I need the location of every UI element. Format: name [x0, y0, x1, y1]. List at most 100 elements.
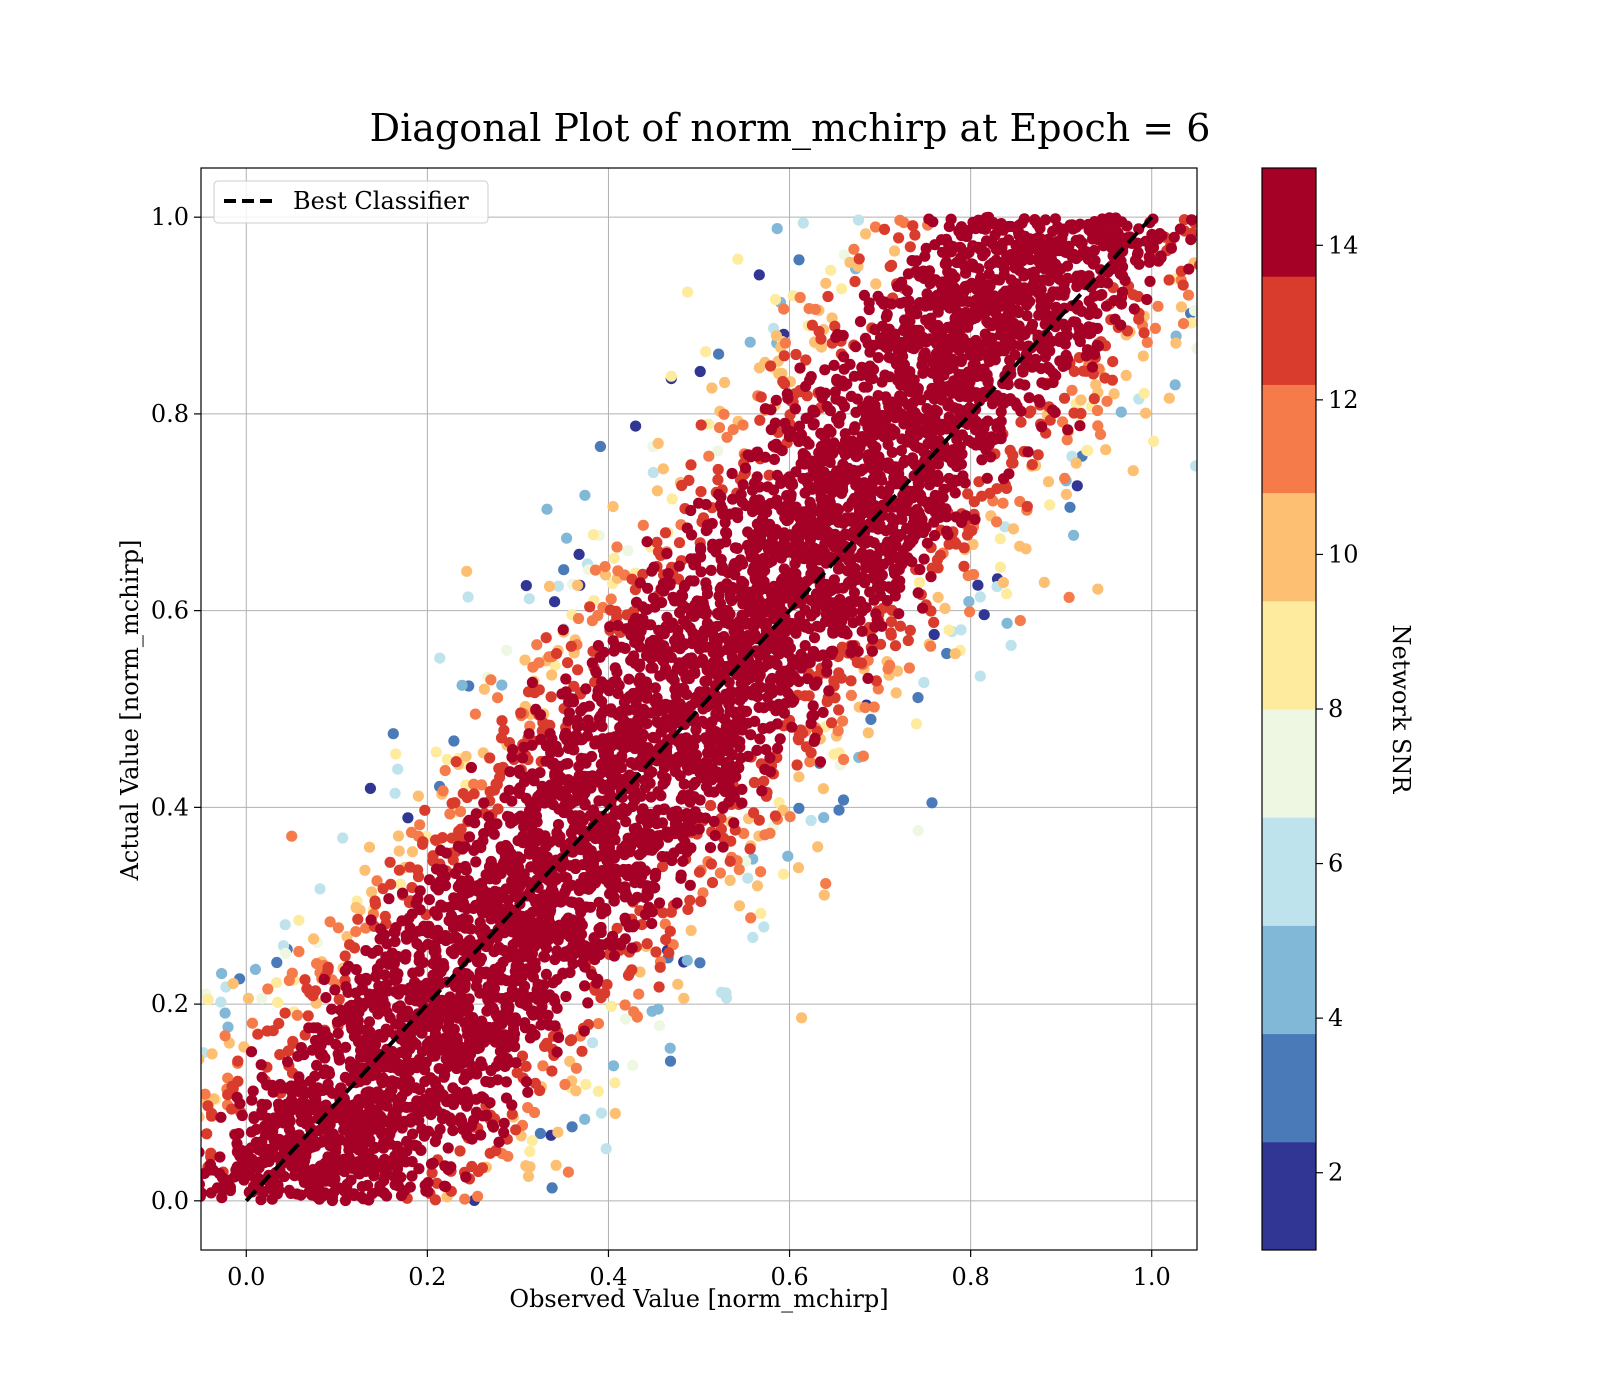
scatter-point — [242, 992, 254, 1005]
scatter-point — [724, 874, 736, 887]
scatter-point — [529, 1077, 542, 1089]
scatter-point — [392, 830, 405, 842]
scatter-point — [651, 485, 664, 497]
scatter-point — [755, 866, 767, 878]
scatter-point — [604, 621, 616, 633]
scatter-point — [562, 657, 574, 669]
scatter-point — [540, 632, 552, 644]
scatter-point — [627, 1059, 639, 1071]
scatter-point — [592, 1085, 604, 1097]
scatter-point — [666, 493, 678, 505]
scatter-point — [262, 983, 274, 995]
scatter-point — [921, 537, 934, 549]
scatter-point — [527, 661, 539, 673]
scatter-point — [660, 934, 672, 946]
scatter-point — [173, 1122, 184, 1133]
scatter-point — [140, 1138, 151, 1149]
scatter-point — [978, 609, 990, 621]
scatter-point — [174, 1130, 185, 1141]
scatter-point — [440, 847, 452, 859]
scatter-point — [686, 529, 698, 541]
scatter-point — [745, 912, 757, 924]
scatter-point — [974, 670, 986, 682]
scatter-point — [406, 846, 419, 858]
scatter-point — [902, 634, 914, 647]
scatter-point — [558, 564, 570, 576]
scatter-point — [1188, 304, 1197, 317]
scatter-point — [713, 422, 726, 434]
scatter-point — [765, 423, 777, 436]
scatter-point — [997, 497, 1009, 509]
scatter-point — [393, 864, 405, 876]
scatter-point — [712, 463, 724, 476]
scatter-point — [997, 576, 1010, 589]
scatter-point — [619, 999, 631, 1011]
scatter-point — [1054, 355, 1066, 367]
scatter-point — [800, 380, 812, 392]
scatter-point — [1141, 293, 1153, 306]
scatter-point — [360, 945, 372, 957]
scatter-point — [303, 1022, 315, 1034]
scatter-point — [763, 469, 775, 481]
scatter-point — [786, 721, 798, 733]
scatter-point — [320, 992, 332, 1004]
scatter-point — [737, 419, 749, 431]
scatter-point — [968, 496, 980, 508]
scatter-point — [549, 660, 561, 672]
scatter-point — [333, 1054, 346, 1066]
scatter-point — [995, 406, 1007, 418]
scatter-point — [917, 265, 930, 277]
scatter-point — [684, 879, 696, 891]
scatter-point — [1127, 465, 1139, 477]
scatter-point — [139, 1180, 150, 1191]
scatter-point — [728, 817, 740, 829]
scatter-point — [941, 647, 953, 660]
scatter-point — [580, 1078, 592, 1091]
scatter-point — [543, 580, 556, 593]
scatter-point — [800, 741, 813, 753]
scatter-point — [803, 303, 815, 315]
scatter-point — [459, 1193, 471, 1205]
scatter-point — [323, 1068, 336, 1080]
scatter-point — [926, 797, 938, 809]
scatter-point — [1058, 289, 1070, 301]
scatter-point — [964, 606, 976, 618]
scatter-point — [1050, 370, 1062, 382]
scatter-point — [367, 1154, 379, 1166]
scatter-point — [226, 1103, 238, 1115]
scatter-point — [572, 579, 584, 591]
scatter-point — [386, 1083, 398, 1095]
scatter-point — [793, 254, 805, 266]
scatter-point — [700, 346, 712, 358]
scatter-point — [587, 1037, 599, 1049]
scatter-point — [759, 829, 771, 841]
scatter-point — [943, 624, 955, 636]
scatter-point — [439, 764, 451, 777]
scatter-point — [229, 1129, 241, 1141]
scatter-point — [201, 1054, 205, 1065]
scatter-point — [815, 341, 828, 353]
scatter-point — [447, 922, 460, 934]
scatter-point — [836, 283, 848, 295]
scatter-point — [186, 1109, 197, 1120]
scatter-point — [758, 775, 770, 787]
scatter-point — [1001, 617, 1013, 629]
scatter-point — [584, 601, 596, 613]
scatter-point — [495, 841, 507, 853]
scatter-point — [755, 907, 767, 920]
scatter-point — [1014, 378, 1026, 390]
scatter-point — [571, 720, 584, 733]
scatter-point — [106, 1134, 117, 1145]
scatter-point — [1216, 293, 1227, 304]
scatter-point — [904, 624, 916, 637]
scatter-point — [104, 1154, 115, 1165]
scatter-point — [600, 1143, 612, 1155]
scatter-point — [999, 521, 1011, 533]
scatter-point — [844, 256, 856, 268]
scatter-point — [664, 1042, 676, 1054]
scatter-point — [885, 629, 897, 641]
scatter-point — [618, 849, 631, 861]
scatter-point — [894, 620, 907, 632]
scatter-point — [1207, 215, 1218, 226]
scatter-point — [394, 878, 406, 890]
